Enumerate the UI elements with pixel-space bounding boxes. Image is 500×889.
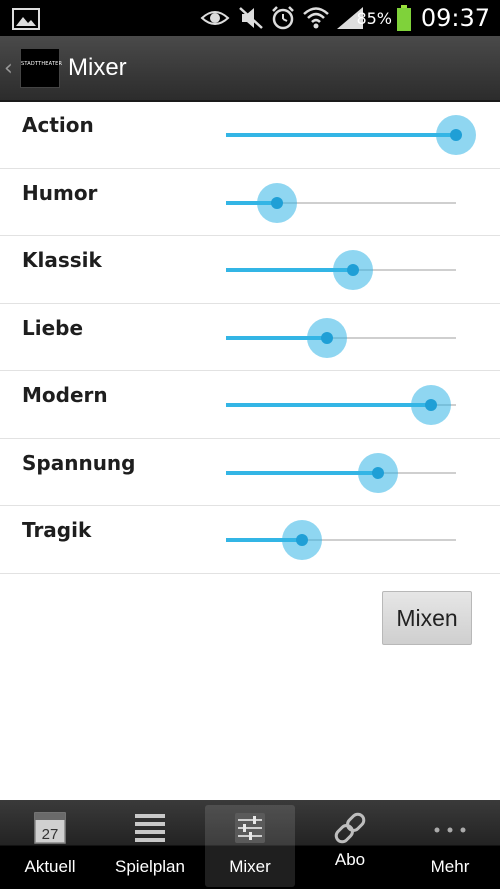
slider-thumb-dot bbox=[347, 264, 359, 276]
tab-label: Spielplan bbox=[115, 857, 185, 876]
slider-fill bbox=[226, 268, 353, 272]
sliders-icon bbox=[235, 813, 265, 843]
tab-label: Mehr bbox=[430, 857, 470, 876]
list-icon bbox=[135, 814, 165, 842]
battery-icon bbox=[397, 5, 411, 31]
tab-mehr[interactable]: Mehr bbox=[400, 800, 500, 889]
genre-slider[interactable] bbox=[226, 520, 456, 560]
battery-percent: 85% bbox=[356, 8, 392, 28]
tab-label: Aktuell bbox=[24, 857, 76, 876]
clock: 09:37 bbox=[420, 4, 490, 32]
genre-slider[interactable] bbox=[226, 250, 456, 290]
slider-fill bbox=[226, 538, 302, 542]
slider-thumb-dot bbox=[450, 129, 462, 141]
eye-icon bbox=[200, 11, 230, 25]
mute-icon bbox=[239, 7, 263, 29]
mixer-row: Modern bbox=[0, 371, 500, 439]
wifi-icon bbox=[303, 7, 329, 29]
slider-thumb-dot bbox=[321, 331, 333, 344]
action-bar: ‹ STADTTHEATER Mixer bbox=[0, 36, 500, 102]
slider-label: Spannung bbox=[22, 450, 136, 475]
tab-spielplan[interactable]: Spielplan bbox=[100, 800, 200, 889]
slider-fill bbox=[226, 470, 378, 475]
logo-text: STADTTHEATER bbox=[21, 61, 63, 67]
genre-slider[interactable] bbox=[226, 385, 456, 425]
calendar-day: 27 bbox=[42, 826, 59, 843]
slider-label: Humor bbox=[22, 180, 98, 205]
alarm-icon bbox=[272, 6, 294, 30]
slider-label: Action bbox=[22, 113, 94, 137]
slider-fill bbox=[226, 335, 327, 340]
mixer-list: Action Humor Klassik Liebe Modern Spannung Tra… bbox=[0, 101, 500, 574]
tab-mixer[interactable]: Mixer bbox=[205, 805, 295, 887]
mixer-row: Spannung bbox=[0, 439, 500, 506]
slider-label: Klassik bbox=[22, 248, 102, 272]
mixer-row: Action bbox=[0, 101, 500, 169]
slider-fill bbox=[226, 403, 431, 407]
mixer-row: Liebe bbox=[0, 304, 500, 371]
slider-thumb-dot bbox=[425, 399, 437, 411]
genre-slider[interactable] bbox=[226, 115, 476, 155]
slider-track bbox=[226, 539, 456, 541]
mixer-row: Tragik bbox=[0, 506, 500, 574]
mixer-row: Humor bbox=[0, 169, 500, 236]
tab-label: Abo bbox=[334, 850, 366, 869]
slider-label: Modern bbox=[22, 383, 108, 407]
more-icon bbox=[434, 827, 466, 833]
slider-fill bbox=[226, 133, 456, 137]
slider-fill bbox=[226, 200, 277, 205]
genre-slider[interactable] bbox=[226, 452, 456, 493]
slider-label: Tragik bbox=[22, 518, 92, 542]
back-icon[interactable]: ‹ bbox=[4, 56, 13, 81]
mixen-button[interactable]: Mixen bbox=[382, 591, 472, 645]
slider-thumb-dot bbox=[296, 534, 308, 546]
mixer-row: Klassik bbox=[0, 236, 500, 304]
slider-label: Liebe bbox=[22, 315, 84, 340]
tab-aktuell[interactable]: 27 Aktuell bbox=[0, 800, 100, 889]
slider-thumb-dot bbox=[372, 466, 384, 479]
tab-abo[interactable]: Abo bbox=[300, 800, 400, 889]
tab-label: Mixer bbox=[229, 857, 271, 876]
slider-track bbox=[226, 201, 456, 204]
app-logo[interactable]: STADTTHEATER bbox=[20, 48, 63, 88]
calendar-icon: 27 bbox=[34, 812, 66, 844]
link-icon bbox=[334, 812, 366, 844]
tab-bar: 27 Aktuell Spielplan Mixer bbox=[0, 800, 500, 889]
page-title: Mixer bbox=[68, 54, 127, 81]
genre-slider[interactable] bbox=[226, 317, 456, 358]
image-icon bbox=[12, 8, 40, 30]
genre-slider[interactable] bbox=[226, 182, 456, 223]
status-bar: 85% 09:37 bbox=[0, 0, 500, 36]
slider-thumb-dot bbox=[271, 196, 283, 209]
signal-icon bbox=[337, 7, 363, 29]
